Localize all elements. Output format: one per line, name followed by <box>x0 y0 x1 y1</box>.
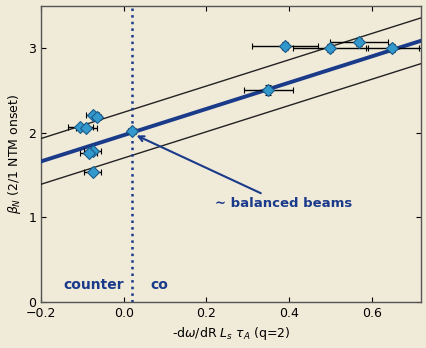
Text: counter: counter <box>63 278 124 292</box>
X-axis label: -d$\omega$/dR $L_s$ $\tau_A$ (q=2): -d$\omega$/dR $L_s$ $\tau_A$ (q=2) <box>172 325 290 342</box>
Y-axis label: $\beta_N$ (2/1 NTM onset): $\beta_N$ (2/1 NTM onset) <box>6 94 23 214</box>
Text: ~ balanced beams: ~ balanced beams <box>138 136 351 210</box>
Text: co: co <box>150 278 168 292</box>
